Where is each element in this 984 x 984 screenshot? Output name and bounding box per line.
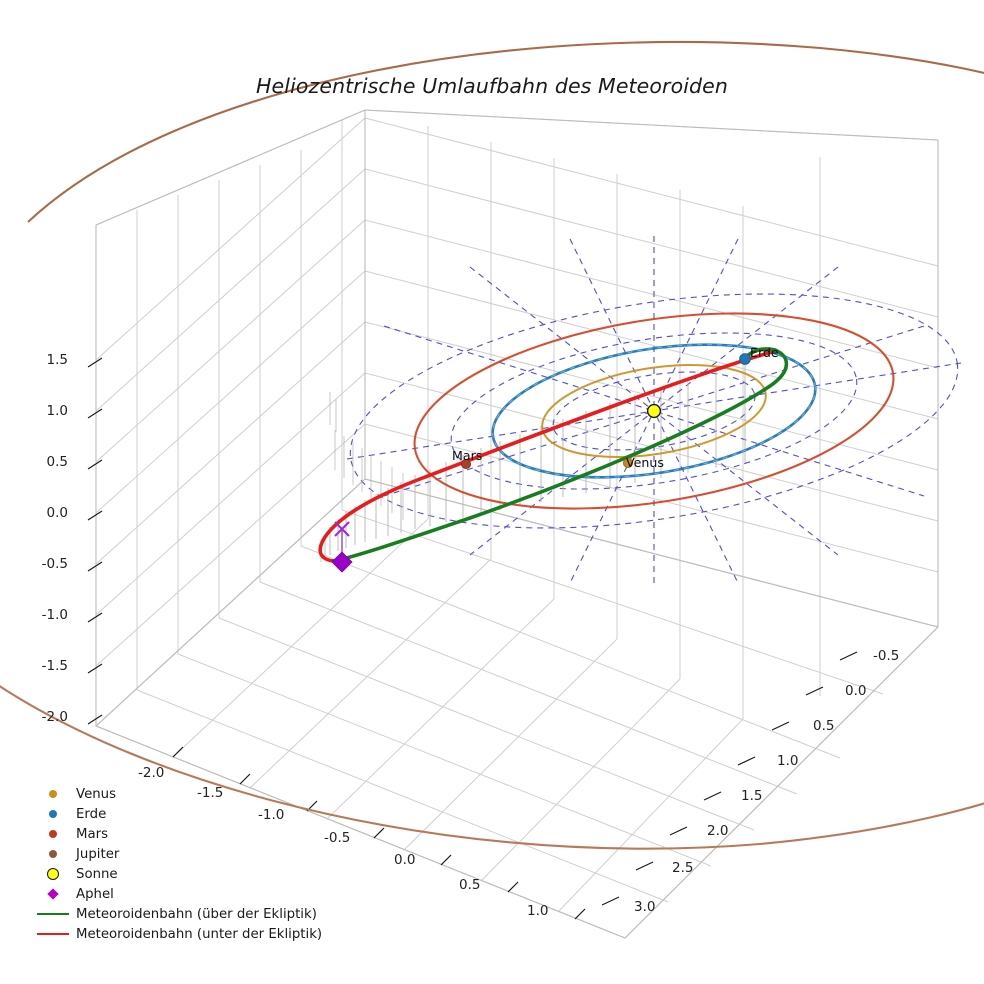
x-tick-label: -0.5 xyxy=(324,830,351,846)
z-tick-marks xyxy=(87,357,103,725)
z-tick-label: 1.5 xyxy=(46,352,68,368)
meteoroid-track-below xyxy=(318,350,774,563)
legend-item-orbit-below[interactable]: Meteoroidenbahn (unter der Ekliptik) xyxy=(30,924,322,944)
orbit-venus xyxy=(541,363,767,459)
x-tick-label: -2.0 xyxy=(138,765,165,781)
y-tick-label: 2.0 xyxy=(707,823,729,839)
x-tick-label: 1.0 xyxy=(527,903,549,919)
venus-marker-icon xyxy=(30,790,76,798)
orbit-above-line-icon xyxy=(30,913,76,915)
y-tick-label: 2.5 xyxy=(672,860,694,876)
y-tick-marks xyxy=(601,651,858,906)
z-tick-label: -1.5 xyxy=(41,658,68,674)
orbit-jupiter xyxy=(0,40,984,850)
label-erde: Erde xyxy=(750,345,779,360)
legend-item-aphel[interactable]: Aphel xyxy=(30,884,322,904)
label-venus: Venus xyxy=(626,455,664,470)
marker-erde xyxy=(739,353,751,365)
label-mars: Mars xyxy=(452,448,483,463)
legend-item-sonne[interactable]: Sonne xyxy=(30,864,322,884)
x-tick-label: -1.0 xyxy=(258,807,285,823)
z-tick-label: -2.0 xyxy=(41,709,68,725)
page-title: Heliozentrische Umlaufbahn des Meteoroid… xyxy=(256,74,728,98)
jupiter-marker-icon xyxy=(30,850,76,858)
aphel-marker-icon xyxy=(30,888,76,900)
z-tick-label: -1.0 xyxy=(41,607,68,623)
erde-marker-icon xyxy=(30,810,76,818)
sonne-marker-icon xyxy=(30,868,76,880)
y-tick-label: 1.5 xyxy=(741,788,763,804)
marker-mars xyxy=(460,458,471,469)
legend-label: Aphel xyxy=(76,886,114,902)
y-tick-label: -0.5 xyxy=(873,648,900,664)
legend-label: Jupiter xyxy=(76,846,120,862)
z-tick-label: -0.5 xyxy=(41,556,68,572)
legend: Venus Erde Mars Jupiter Sonne xyxy=(30,784,322,944)
z-tick-label: 0.5 xyxy=(46,454,68,470)
legend-item-mars[interactable]: Mars xyxy=(30,824,322,844)
legend-label: Erde xyxy=(76,806,107,822)
marker-sonne xyxy=(646,403,662,419)
legend-item-jupiter[interactable]: Jupiter xyxy=(30,844,322,864)
legend-label: Meteoroidenbahn (über der Ekliptik) xyxy=(76,906,317,922)
legend-item-venus[interactable]: Venus xyxy=(30,784,322,804)
orbit-mars xyxy=(413,312,895,510)
legend-label: Venus xyxy=(76,786,117,802)
y-tick-label: 0.0 xyxy=(845,683,867,699)
z-tick-label: 1.0 xyxy=(46,403,68,419)
y-tick-label: 1.0 xyxy=(777,753,799,769)
x-tick-label: 0.5 xyxy=(459,877,481,893)
x-tick-marks xyxy=(172,746,586,920)
mars-marker-icon xyxy=(30,830,76,838)
marker-venus xyxy=(623,457,634,468)
z-tick-label: 0.0 xyxy=(46,505,68,521)
legend-label: Sonne xyxy=(76,866,118,882)
legend-item-orbit-above[interactable]: Meteoroidenbahn (über der Ekliptik) xyxy=(30,904,322,924)
legend-item-erde[interactable]: Erde xyxy=(30,804,322,824)
legend-label: Mars xyxy=(76,826,109,842)
y-tick-label: 3.0 xyxy=(634,899,656,915)
marker-aphel xyxy=(331,551,353,573)
orbit-erde xyxy=(491,343,817,479)
x-tick-label: -1.5 xyxy=(197,785,224,801)
axes-spines xyxy=(95,109,939,939)
y-tick-label: 0.5 xyxy=(813,718,835,734)
pane-right xyxy=(364,109,939,719)
x-tick-label: 0.0 xyxy=(394,852,416,868)
legend-label: Meteoroidenbahn (unter der Ekliptik) xyxy=(76,926,323,942)
orbit-below-line-icon xyxy=(30,933,76,935)
